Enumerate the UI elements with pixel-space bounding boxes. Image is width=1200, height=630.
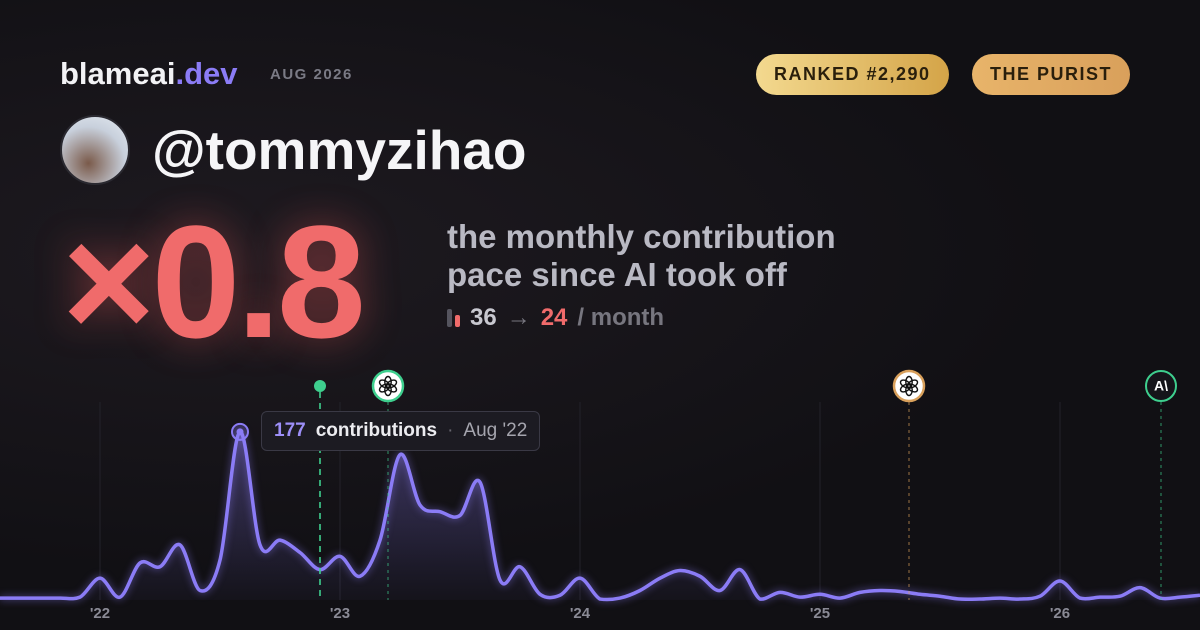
pace-icon: [447, 309, 460, 327]
description-line: pace since AI took off: [447, 256, 787, 293]
area-fill: [0, 431, 1200, 600]
avatar: [60, 115, 130, 185]
description-line: the monthly contribution: [447, 218, 836, 255]
event-badge: [371, 369, 405, 403]
line: [0, 430, 1200, 602]
ai-start-dot: [314, 380, 326, 392]
event-icon: [371, 369, 405, 403]
pace-row: 36 → 24 / month: [447, 304, 664, 332]
brand-suffix: .dev: [175, 56, 238, 91]
logo-petal: [899, 379, 912, 389]
brand: blameai.dev: [60, 56, 237, 92]
event-badge: [892, 369, 926, 403]
badge: THE PURIST: [972, 54, 1131, 95]
x-tick-label: '23: [330, 605, 350, 622]
x-tick-label: '26: [1050, 605, 1070, 622]
highlight-dot: [236, 428, 244, 436]
tooltip-value: 177: [274, 420, 306, 441]
multiplier: ×0.8: [62, 192, 366, 371]
logo-petal: [378, 379, 391, 389]
badge: RANKED #2,290: [756, 54, 949, 95]
pace-unit: / month: [577, 304, 665, 331]
event-label: A\: [1154, 378, 1168, 394]
tooltip-date: Aug '22: [463, 420, 528, 441]
x-tick-label: '24: [570, 605, 591, 622]
pace-after: 24: [540, 304, 568, 331]
x-tick-label: '25: [810, 605, 830, 622]
tooltip: 177 contributions · Aug '22: [261, 411, 541, 451]
event-icon: A\: [1145, 370, 1177, 402]
brand-name: blameai: [60, 56, 176, 91]
event-badge: [1145, 370, 1177, 402]
x-tick-label: '22: [90, 605, 110, 622]
pace-arrow: →: [506, 304, 531, 331]
username: @tommyzihao: [152, 119, 527, 181]
tooltip-separator: ·: [447, 420, 454, 441]
description: the monthly contribution pace since AI to…: [447, 218, 836, 294]
pace-before: 36: [470, 304, 497, 331]
tooltip-unit: contributions: [315, 420, 438, 441]
period: AUG 2026: [270, 66, 353, 83]
event-icon: [892, 369, 926, 403]
